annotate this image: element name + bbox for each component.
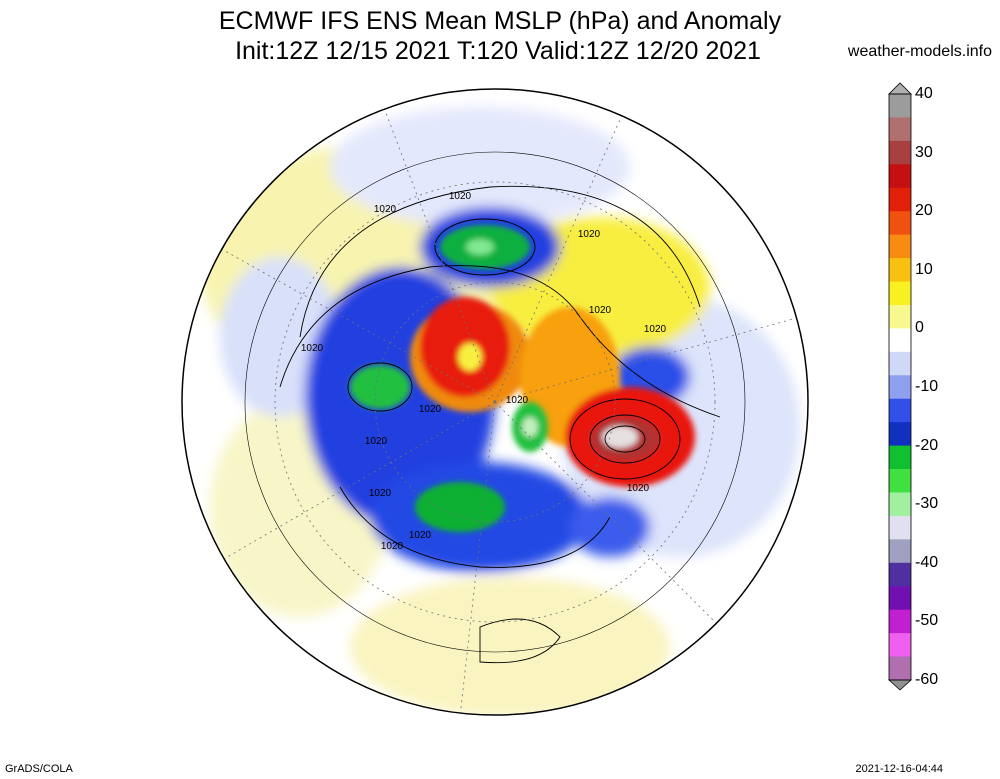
isobar-label: 1020 [369, 488, 392, 499]
colorbar-label: -30 [915, 495, 939, 513]
colorbar-bottom-arrow [888, 679, 913, 691]
isobar-label: 1020 [301, 343, 324, 354]
colorbar-top-arrow [888, 82, 912, 95]
colorbar-segment [889, 281, 911, 306]
graticule [199, 96, 801, 715]
colorbar-label: -20 [915, 436, 939, 454]
colorbar [888, 82, 913, 691]
colorbar-segment [889, 469, 911, 493]
colorbar-segment [889, 422, 911, 447]
colorbar-segment [889, 656, 911, 681]
colorbar-segment [889, 609, 911, 634]
colorbar-segment [889, 234, 911, 259]
colorbar-segment [889, 94, 911, 118]
colorbar-segment [889, 586, 911, 611]
colorbar-segment [889, 328, 911, 353]
colorbar-segment [889, 562, 911, 587]
colorbar-label: 40 [915, 85, 933, 102]
colorbar-segment [889, 445, 911, 470]
isobar-label: 1020 [409, 530, 432, 541]
isobar-label: 1020 [374, 204, 397, 215]
colorbar-label: 0 [915, 319, 924, 337]
colorbar-frame [888, 93, 912, 681]
isobar-label: 1020 [578, 229, 601, 240]
colorbar-segment [889, 492, 911, 517]
isobar-label: 1020 [365, 436, 388, 447]
colorbar-segment [889, 140, 911, 165]
colorbar-segment [889, 351, 911, 376]
polar-map: 1020 1020 1020 1020 1020 1020 1020 1020 … [181, 88, 809, 716]
isobar-label: 1020 [589, 305, 612, 316]
colorbar-label: 10 [915, 260, 933, 278]
colorbar-label: 20 [915, 202, 933, 220]
colorbar-segment [889, 187, 911, 212]
isobar-lines [244, 151, 746, 664]
generation-timestamp: 2021-12-16-04:44 [855, 763, 943, 775]
isobar-label: 1020 [644, 324, 667, 335]
colorbar-segment [889, 539, 911, 564]
isobar-label: 1020 [506, 395, 529, 406]
colorbar-segment [889, 164, 911, 189]
isobar-label: 1020 [381, 541, 404, 552]
isobar-label: 1020 [627, 483, 650, 494]
chart-title: ECMWF IFS ENS Mean MSLP (hPa) and Anomal… [218, 7, 782, 35]
isobar-label: 1020 [449, 191, 472, 202]
map-border [181, 88, 809, 716]
colorbar-label: -60 [915, 671, 939, 688]
positive-anomaly [410, 297, 695, 487]
isobar-label: 1020 [419, 404, 442, 415]
colorbar-segment [889, 633, 911, 658]
colorbar-segment [889, 304, 911, 329]
colorbar-label: 30 [915, 143, 933, 161]
software-credit: GrADS/COLA [5, 763, 73, 775]
colorbar-label: -10 [915, 378, 939, 395]
colorbar-label: -40 [915, 553, 939, 571]
colorbar-segment [889, 515, 911, 540]
colorbar-segment [889, 375, 911, 400]
colorbar-segment [889, 258, 911, 283]
site-credit: weather-models.info [847, 43, 992, 60]
colorbar-segment [889, 211, 911, 236]
colorbar-segment [889, 117, 911, 142]
chart-subtitle: Init:12Z 12/15 2021 T:120 Valid:12Z 12/2… [235, 37, 761, 65]
colorbar-segment [889, 398, 911, 423]
colorbar-label: -50 [915, 612, 939, 630]
negative-anomaly [350, 225, 548, 532]
